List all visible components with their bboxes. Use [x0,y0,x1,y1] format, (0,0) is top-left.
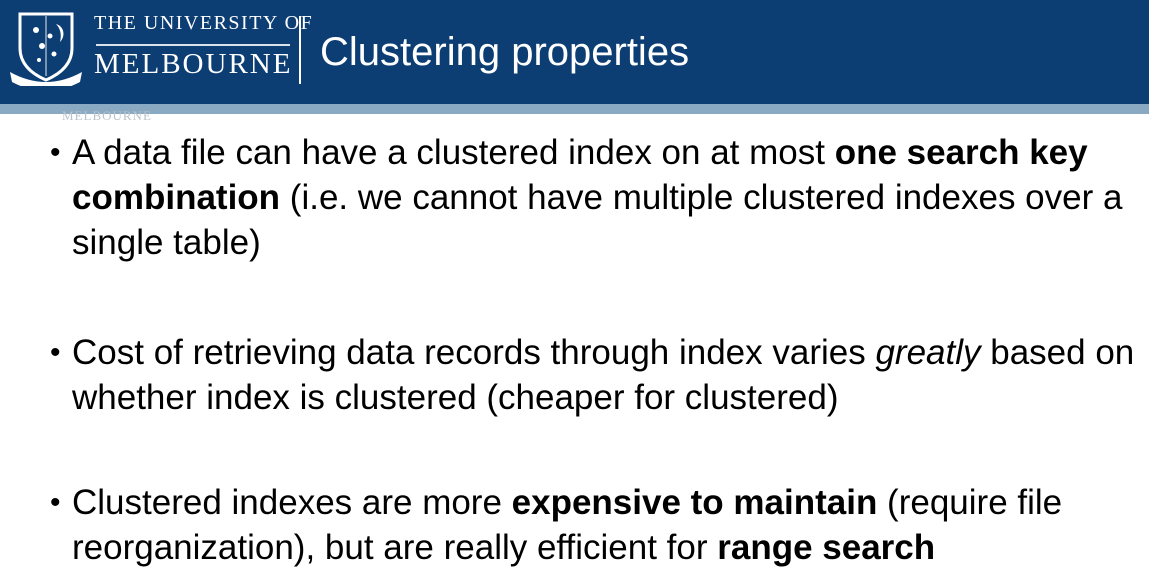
bullet-text: Cost of retrieving data records through … [72,333,876,372]
bullet-emphasis: range search [717,528,936,567]
bullet-item: • Cost of retrieving data records through… [50,330,1142,420]
logo-divider [299,16,301,84]
bullet-marker: • [50,336,61,369]
university-name-line1: THE UNIVERSITY OF [94,12,314,34]
slide-title: Clustering properties [320,30,690,74]
university-name-line2: MELBOURNE [94,48,293,80]
bullet-text: based on whether index is clustered (che… [72,333,1135,417]
bullet-text: (require file reorganization), but are r… [72,483,1063,567]
bullet-marker: • [50,486,61,519]
header-accent-strip [0,104,1149,114]
bullet-emphasis: one search key combination [72,133,1088,217]
header-bar: THE UNIVERSITY OF MELBOURNE Clustering p… [0,0,1149,104]
logo-rule [96,44,290,46]
bullet-marker: • [50,136,61,169]
bullet-text: Clustered indexes are more [72,483,512,522]
bullet-emphasis: expensive to maintain [511,483,878,522]
university-crest-icon [10,12,82,86]
bullet-item: • A data file can have a clustered index … [50,130,1142,265]
watermark-text: MELBOURNE [62,108,152,123]
bullet-emphasis: greatly [875,333,981,372]
bullet-text: (i.e. we cannot have multiple clustered … [72,178,1123,262]
bullet-item: • Clustered indexes are more expensive to… [50,480,1142,570]
bullet-text: A data file can have a clustered index o… [72,133,835,172]
